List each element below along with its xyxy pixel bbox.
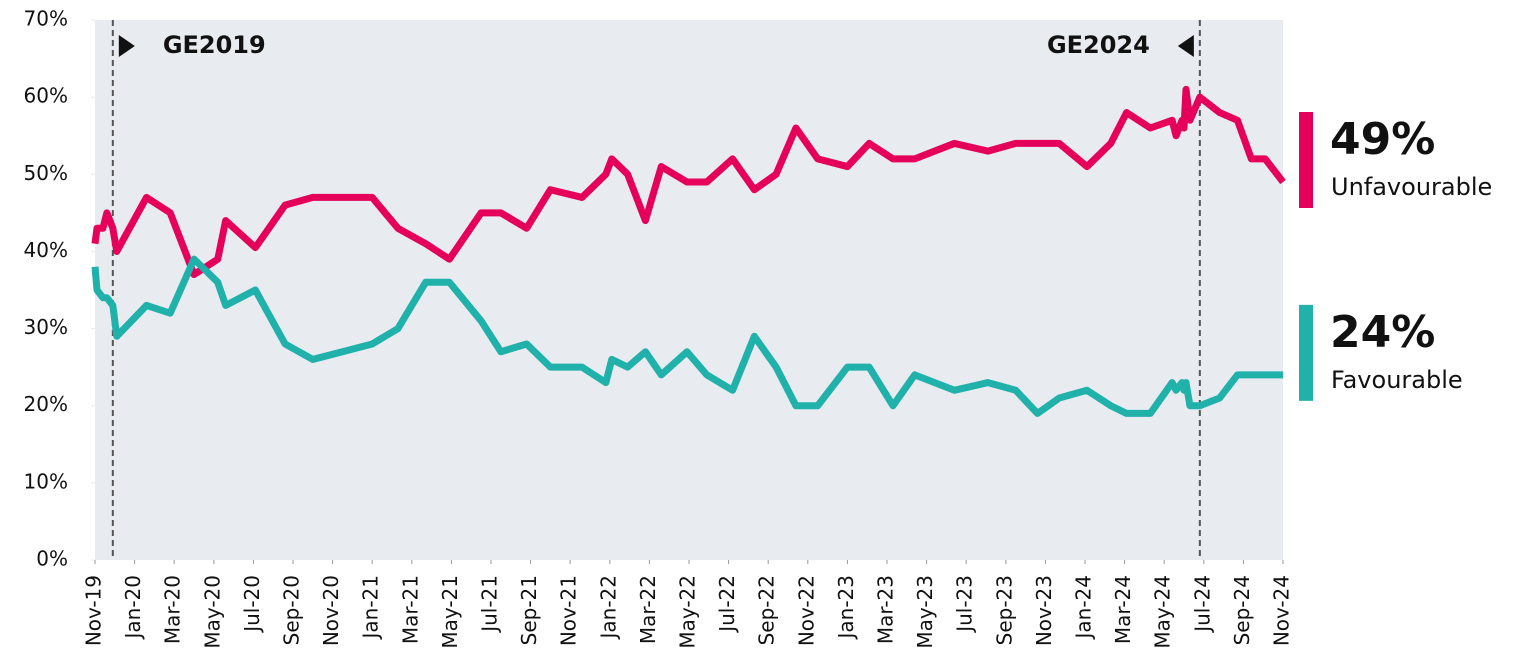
plot-area (95, 20, 1283, 560)
x-tick-label: Jul-22 (715, 575, 739, 634)
x-tick-label: Sep-23 (992, 575, 1016, 645)
x-tick-label: Mar-23 (874, 575, 898, 644)
event-arrow (118, 35, 135, 57)
end-bar (1299, 112, 1313, 208)
x-tick-label: May-24 (1151, 575, 1175, 649)
event-label: GE2024 (1047, 31, 1150, 59)
end-value: 49% (1330, 114, 1435, 165)
x-tick-label: Jan-23 (834, 575, 858, 641)
x-tick-label: Jan-21 (359, 575, 383, 641)
x-tick-label: Jul-23 (953, 575, 977, 634)
series-line (91, 85, 1286, 279)
y-tick-label: 30% (24, 315, 68, 339)
x-tick-label: Sep-24 (1230, 575, 1254, 645)
y-tick-label: 70% (24, 7, 68, 31)
x-tick-label: Jan-22 (596, 575, 620, 641)
x-tick-label: May-23 (913, 575, 937, 649)
x-tick-label: May-22 (676, 575, 700, 649)
y-tick-label: 0% (36, 547, 68, 571)
y-tick-label: 60% (24, 84, 68, 108)
x-tick-label: Sep-20 (280, 575, 304, 645)
end-value: 24% (1330, 307, 1435, 358)
x-tick-label: Sep-22 (755, 575, 779, 645)
x-tick-label: Jul-24 (1190, 575, 1214, 634)
x-tick-label: Nov-22 (794, 575, 818, 646)
x-tick-label: Mar-24 (1111, 575, 1135, 644)
x-tick-label: Mar-21 (398, 575, 422, 644)
event-label: GE2019 (163, 31, 266, 59)
x-tick-label: Jul-21 (478, 575, 502, 634)
y-tick-label: 50% (24, 161, 68, 185)
series-line (91, 255, 1283, 417)
x-tick-label: Nov-20 (319, 575, 343, 646)
x-tick-label: Mar-22 (636, 575, 660, 644)
x-tick-label: Sep-21 (517, 575, 541, 645)
x-tick-label: Nov-24 (1270, 575, 1294, 646)
y-tick-label: 10% (24, 469, 68, 493)
y-tick-label: 20% (24, 392, 68, 416)
y-tick-label: 40% (24, 238, 68, 262)
x-tick-label: May-20 (200, 575, 224, 649)
x-tick-label: Jan-24 (1072, 575, 1096, 641)
legend-label: Unfavourable (1331, 173, 1492, 201)
x-tick-label: Nov-23 (1032, 575, 1056, 646)
x-tick-label: Nov-19 (82, 575, 106, 646)
event-arrow (1177, 35, 1194, 57)
end-bar (1299, 304, 1313, 401)
x-tick-label: Jan-20 (121, 575, 145, 641)
x-tick-label: Jul-20 (240, 575, 264, 634)
x-tick-label: May-21 (438, 575, 462, 649)
x-tick-label: Mar-20 (161, 575, 185, 644)
legend-label: Favourable (1331, 366, 1463, 394)
x-tick-label: Nov-21 (557, 575, 581, 646)
